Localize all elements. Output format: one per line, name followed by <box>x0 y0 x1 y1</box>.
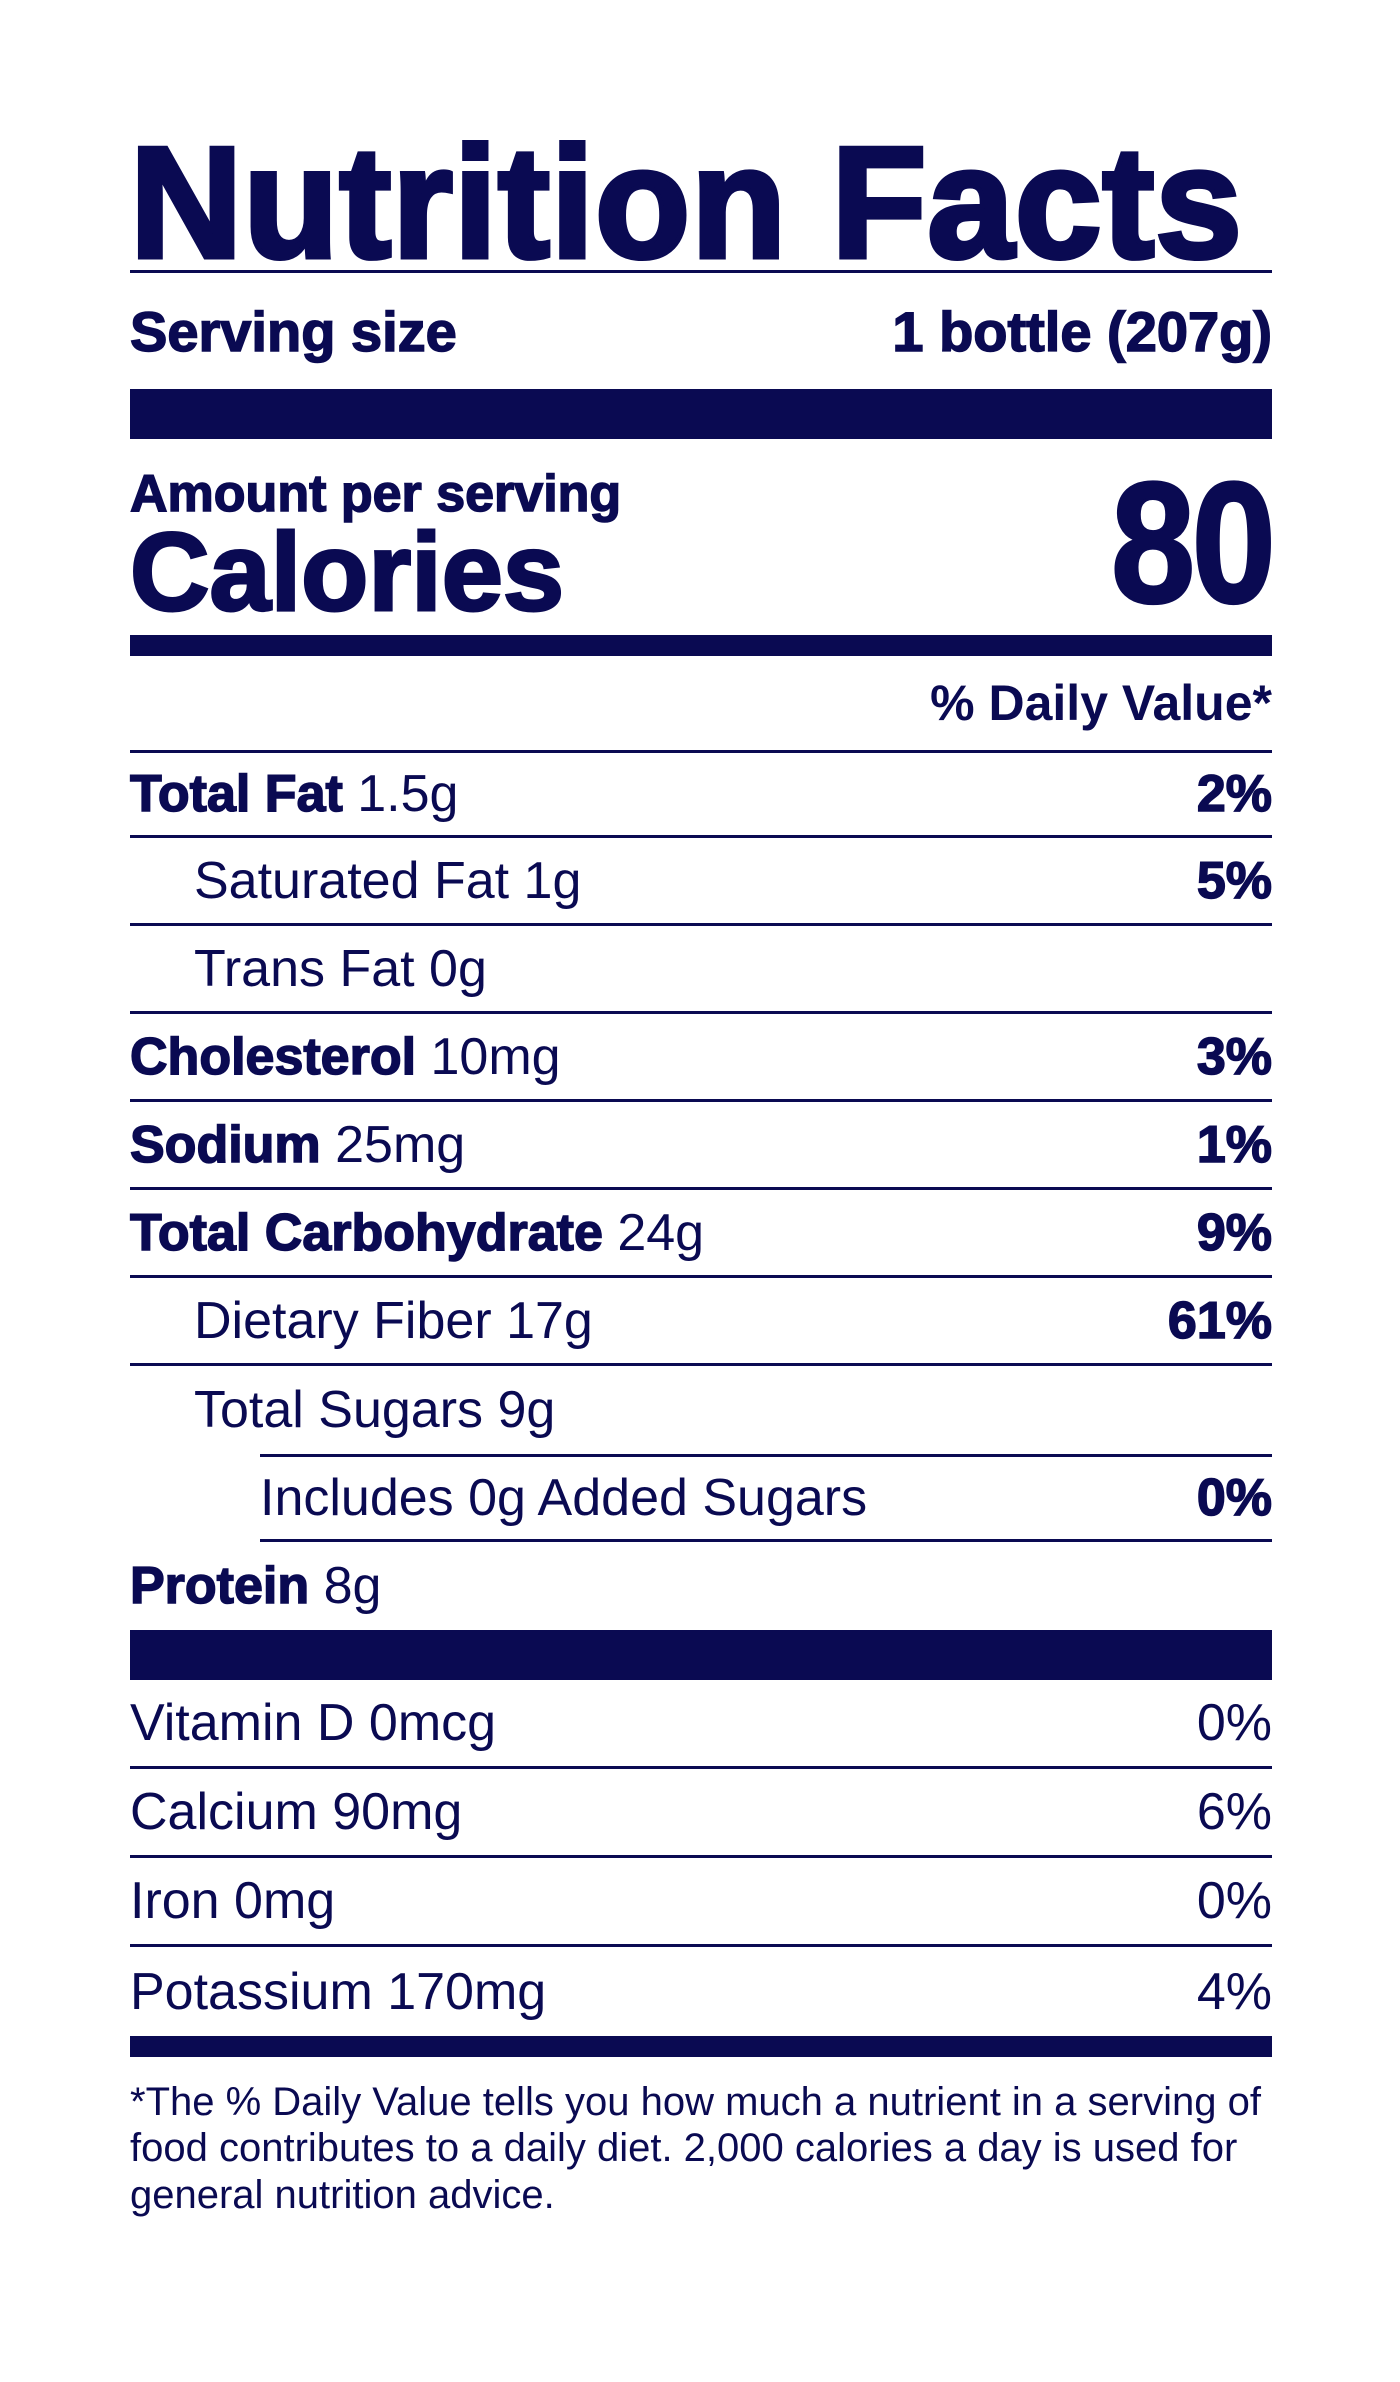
nutrient-percent: 61% <box>1167 1291 1273 1351</box>
nutrient-row-dietary-fiber: Dietary Fiber 17g 61% <box>130 1278 1273 1366</box>
nutrient-label: Cholesterol <box>129 1027 417 1087</box>
calories-label: Calories <box>128 510 565 636</box>
vitamin-percent: 0% <box>1196 1694 1272 1752</box>
vitamin-row-calcium: Calcium 90mg 6% <box>130 1769 1272 1858</box>
amount-per-serving-label: Amount per serving <box>129 464 622 524</box>
nutrient-label: Saturated Fat <box>194 851 510 910</box>
nutrient-row-added-sugars: Includes 0g Added Sugars 0% <box>260 1454 1273 1542</box>
nutrient-name: Sodium 25mg <box>129 1115 466 1175</box>
nutrient-amount: 9g <box>497 1381 556 1439</box>
nutrient-label: Sodium <box>129 1115 321 1175</box>
nutrient-name: Dietary Fiber 17g <box>194 1291 593 1351</box>
nutrient-name: Saturated Fat 1g <box>194 851 581 911</box>
nutrient-percent: 1% <box>1196 1115 1273 1175</box>
serving-size-value: 1 bottle (207g) <box>892 299 1273 364</box>
calories-block: Amount per serving Calories 80 <box>128 439 1276 639</box>
vitamin-row-vitamin-d: Vitamin D 0mcg 0% <box>130 1680 1272 1769</box>
nutrient-amount: 24g <box>617 1203 705 1262</box>
vitamin-percent: 0% <box>1196 1872 1272 1930</box>
daily-value-header: % Daily Value* <box>930 675 1272 731</box>
nutrient-row-total-sugars: Total Sugars 9g <box>130 1366 1272 1454</box>
nutrient-label: Total Sugars <box>194 1381 484 1439</box>
nutrient-percent: 0% <box>1196 1468 1273 1528</box>
nutrient-label: Protein <box>129 1556 310 1616</box>
vitamin-percent: 4% <box>1196 1962 1272 2021</box>
nutrient-label: Dietary Fiber <box>194 1291 492 1350</box>
label-title: Nutrition Facts <box>128 115 1245 291</box>
calories-value: 80 <box>1109 447 1276 639</box>
nutrient-name: Cholesterol 10mg <box>129 1027 561 1087</box>
nutrient-name: Total Sugars 9g <box>194 1380 555 1440</box>
nutrient-name: Total Carbohydrate 24g <box>129 1203 705 1263</box>
daily-value-footnote: *The % Daily Value tells you how much a … <box>130 2080 1261 2217</box>
nutrient-percent: 3% <box>1196 1027 1273 1087</box>
serving-size-label: Serving size <box>129 299 457 364</box>
nutrient-label: Total Fat <box>129 764 343 824</box>
nutrient-percent: 2% <box>1196 764 1273 824</box>
nutrient-name: Includes 0g Added Sugars <box>260 1468 867 1528</box>
medium-divider <box>130 635 1272 656</box>
vitamin-percent: 6% <box>1196 1783 1272 1841</box>
nutrient-row-protein: Protein 8g <box>129 1542 1272 1630</box>
nutrient-row-saturated-fat: Saturated Fat 1g 5% <box>130 838 1273 926</box>
nutrient-row-trans-fat: Trans Fat 0g <box>130 926 1272 1014</box>
nutrient-label: Includes 0g Added Sugars <box>260 1469 868 1527</box>
nutrient-amount: 8g <box>323 1557 382 1615</box>
vitamin-row-iron: Iron 0mg 0% <box>130 1858 1272 1947</box>
divider <box>130 270 1272 273</box>
medium-divider <box>130 2036 1272 2057</box>
serving-size-row: Serving size 1 bottle (207g) <box>129 273 1273 389</box>
nutrient-percent: 9% <box>1196 1203 1273 1263</box>
vitamin-row-potassium: Potassium 170mg 4% <box>130 1947 1272 2036</box>
nutrient-amount: 1.5g <box>357 765 459 823</box>
nutrient-name: Total Fat 1.5g <box>129 764 459 824</box>
thick-divider <box>130 1630 1272 1680</box>
nutrient-amount: 1g <box>523 851 582 910</box>
nutrition-facts-label: Nutrition Facts Serving size 1 bottle (2… <box>128 110 1277 2218</box>
nutrient-label: Total Carbohydrate <box>129 1203 603 1263</box>
vitamin-label: Iron 0mg <box>130 1872 336 1930</box>
vitamin-label: Vitamin D 0mcg <box>130 1694 497 1752</box>
vitamin-label: Potassium 170mg <box>130 1962 547 2021</box>
nutrient-amount: 0g <box>429 939 487 998</box>
nutrient-label: Trans Fat <box>194 939 415 998</box>
thick-divider <box>130 389 1272 439</box>
nutrient-name: Protein 8g <box>129 1556 382 1616</box>
nutrient-amount: 17g <box>506 1291 593 1350</box>
nutrient-name: Trans Fat 0g <box>194 939 487 999</box>
nutrient-amount: 10mg <box>430 1027 561 1086</box>
nutrient-row-total-fat: Total Fat 1.5g 2% <box>129 750 1273 838</box>
nutrient-row-sodium: Sodium 25mg 1% <box>129 1102 1273 1190</box>
nutrient-row-cholesterol: Cholesterol 10mg 3% <box>129 1014 1273 1102</box>
nutrient-percent: 5% <box>1196 851 1273 911</box>
nutrient-amount: 25mg <box>335 1115 466 1174</box>
vitamin-label: Calcium 90mg <box>130 1783 463 1841</box>
nutrient-row-total-carbohydrate: Total Carbohydrate 24g 9% <box>129 1190 1273 1278</box>
